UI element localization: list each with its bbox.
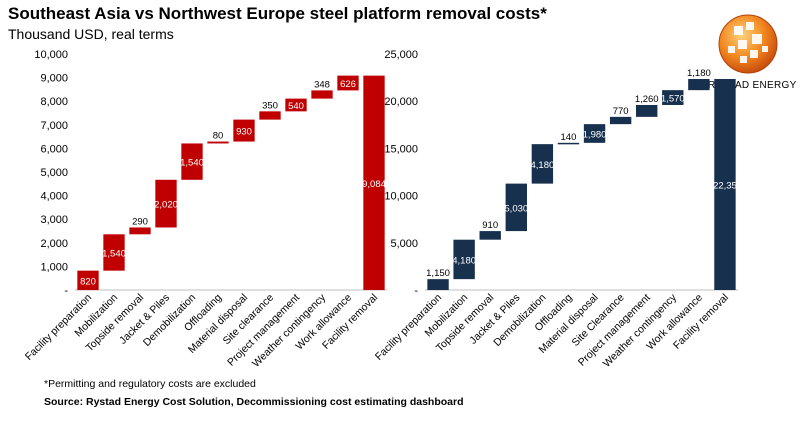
data-label: 4,180	[452, 255, 476, 266]
waterfall-bar	[479, 231, 501, 240]
y-tick-label: 9,000	[40, 73, 68, 85]
y-tick-label: 8,000	[40, 96, 68, 108]
y-tick-label: 5,000	[40, 167, 68, 179]
y-tick-label: 20,000	[384, 96, 418, 108]
data-label: 290	[132, 216, 148, 227]
waterfall-bar	[103, 234, 125, 271]
data-label: 820	[80, 276, 96, 287]
waterfall-bar	[311, 90, 333, 99]
data-label: 1,180	[687, 68, 711, 79]
data-label: 2,020	[154, 200, 178, 211]
y-tick-label: -	[414, 285, 418, 297]
y-tick-label: 2,000	[40, 238, 68, 250]
waterfall-bar	[427, 279, 449, 290]
data-label: 930	[236, 127, 252, 138]
waterfall-bar	[363, 75, 385, 290]
waterfall-bar	[453, 239, 475, 280]
waterfall-bar	[129, 227, 151, 235]
waterfall-bar	[233, 119, 255, 142]
data-label: 1,570	[661, 94, 685, 105]
data-label: 910	[482, 220, 498, 231]
waterfall-bar	[155, 179, 177, 228]
y-tick-label: -	[64, 285, 68, 297]
waterfall-bar	[531, 144, 554, 184]
rystad-globe-logo-icon	[718, 14, 778, 74]
y-tick-label: 4,000	[40, 191, 68, 203]
waterfall-bar	[207, 141, 229, 144]
data-label: 1,260	[635, 94, 659, 105]
data-label: 348	[314, 79, 330, 90]
data-label: 5,030	[504, 203, 528, 214]
y-tick-label: 10,000	[34, 49, 68, 61]
data-label: 9,084	[362, 179, 386, 190]
data-label: 80	[213, 131, 224, 142]
chart-title: Southeast Asia vs Northwest Europe steel…	[8, 4, 547, 23]
data-label: 1,540	[180, 158, 204, 169]
waterfall-bar	[583, 124, 606, 143]
source-note: Source: Rystad Energy Cost Solution, Dec…	[44, 396, 464, 408]
waterfall-bar	[688, 79, 710, 91]
waterfall-bar	[285, 98, 307, 112]
y-tick-label: 6,000	[40, 143, 68, 155]
waterfall-bar	[337, 75, 359, 91]
data-label: 1,980	[583, 129, 607, 140]
data-label: 540	[288, 101, 304, 112]
y-tick-label: 5,000	[390, 238, 418, 250]
y-tick-label: 25,000	[384, 49, 418, 61]
y-tick-label: 3,000	[40, 214, 68, 226]
data-label: 1,150	[426, 268, 450, 279]
data-label: 4,180	[530, 160, 554, 171]
waterfall-bar	[77, 270, 99, 290]
chart-subtitle: Thousand USD, real terms	[8, 26, 174, 42]
chart-northwest-europe: -5,00010,00015,00020,00025,0001,150Facil…	[373, 49, 738, 370]
data-label: 22,35	[713, 181, 737, 192]
waterfall-bar	[609, 116, 632, 125]
data-label: 1,540	[102, 248, 126, 259]
waterfall-bar	[505, 183, 527, 232]
data-label: 140	[561, 132, 577, 143]
data-label: 770	[613, 106, 629, 117]
y-tick-label: 7,000	[40, 120, 68, 132]
waterfall-bar	[636, 104, 658, 117]
y-tick-label: 15,000	[384, 143, 418, 155]
y-tick-label: 10,000	[384, 191, 418, 203]
waterfall-bar	[557, 142, 580, 145]
logo-text: RYSTAD ENERGY	[708, 80, 797, 91]
chart-southeast-asia: - 1,000 2,000 3,000 4,000 5,000 6,000 7,000 8,00…	[23, 49, 387, 370]
waterfall-bar	[662, 90, 684, 105]
waterfall-bar	[714, 79, 736, 291]
data-label: 350	[262, 100, 278, 111]
waterfall-bar	[259, 111, 281, 120]
data-label: 626	[340, 79, 356, 90]
waterfall-bar	[181, 143, 203, 180]
y-tick-label: 1,000	[40, 261, 68, 273]
footnote: *Permitting and regulatory costs are exc…	[44, 378, 256, 390]
